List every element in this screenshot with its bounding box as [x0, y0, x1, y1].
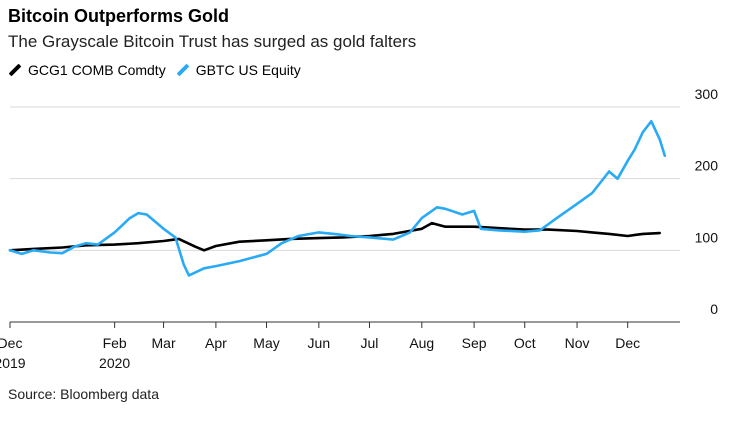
x-tick-label: Jul: [361, 335, 379, 351]
x-tick-label: Mar: [152, 335, 176, 351]
x-tick-label: Apr: [205, 335, 227, 351]
x-tick-label: Feb: [103, 335, 127, 351]
chart-legend: GCG1 COMB Comdty GBTC US Equity: [8, 62, 311, 78]
legend-label-gold: GCG1 COMB Comdty: [28, 62, 166, 78]
y-tick-label: 200: [695, 158, 719, 174]
legend-label-gbtc: GBTC US Equity: [195, 62, 301, 78]
source-note: Source: Bloomberg data: [8, 386, 159, 402]
chart-title: Bitcoin Outperforms Gold: [8, 6, 230, 26]
legend-item-gold: GCG1 COMB Comdty: [8, 62, 166, 78]
x-tick-label: Dec: [0, 335, 22, 351]
y-tick-label: 100: [695, 229, 719, 245]
x-tick-label: Oct: [514, 335, 536, 351]
x-tick-label: Jun: [308, 335, 331, 351]
chart-subtitle: The Grayscale Bitcoin Trust has surged a…: [8, 32, 417, 51]
series-line-gold: [8, 221, 661, 252]
x-tick-label: Sep: [462, 335, 487, 351]
x-tick-sublabel: 2020: [99, 355, 130, 371]
x-tick-label: May: [253, 335, 279, 351]
x-tick-label: Aug: [409, 335, 434, 351]
legend-item-gbtc: GBTC US Equity: [176, 62, 301, 78]
x-tick-sublabel: 2019: [0, 355, 26, 371]
x-tick-label: Nov: [565, 335, 590, 351]
y-tick-label: 300: [695, 86, 719, 102]
y-tick-label: 0: [710, 301, 718, 317]
series-line-gbtc: [8, 120, 667, 277]
x-tick-label: Dec: [615, 335, 640, 351]
